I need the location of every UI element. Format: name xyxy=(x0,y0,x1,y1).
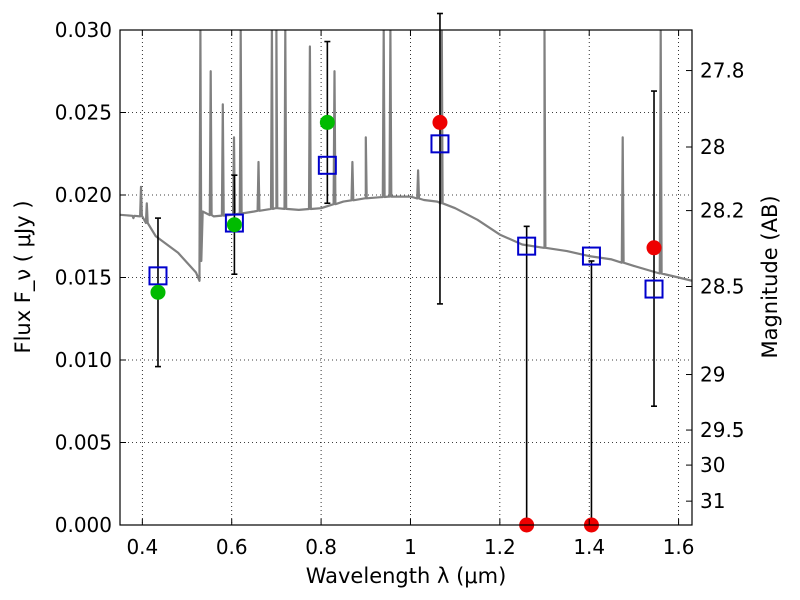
detection-point xyxy=(226,217,242,233)
x-tick-label: 1.2 xyxy=(484,535,516,559)
y-tick-label: 0.025 xyxy=(55,101,112,125)
mag-tick-label: 30 xyxy=(700,453,725,477)
y-tick-label: 0.005 xyxy=(55,431,112,455)
x-tick-label: 1.6 xyxy=(663,535,695,559)
y-tick-label: 0.030 xyxy=(55,18,112,42)
plot-area xyxy=(120,30,692,282)
error-bars xyxy=(154,12,658,526)
x-tick-label: 1.4 xyxy=(573,535,605,559)
markers xyxy=(148,114,664,533)
mag-tick-label: 31 xyxy=(700,489,725,513)
mag-tick-label: 28.5 xyxy=(700,275,745,299)
model-photometry-marker xyxy=(430,134,450,154)
plot-frame xyxy=(119,29,693,526)
detection-point xyxy=(150,284,166,300)
x-axis-label: Wavelength λ (μm) xyxy=(306,564,507,588)
non-detection-point xyxy=(432,114,448,130)
mag-tick-label: 29.5 xyxy=(700,418,745,442)
x-tick-label: 1 xyxy=(404,535,417,559)
model-photometry-marker xyxy=(644,279,664,299)
model-photometry-marker xyxy=(581,246,601,266)
x-tick-label: 0.8 xyxy=(305,535,337,559)
detection-point xyxy=(319,114,335,130)
axes: 0.4 0.6 0.8 1 1.2 1.4 1.6 0.000 0.005 0.010 0.015 0… xyxy=(55,18,745,559)
model-photometry-marker xyxy=(317,155,337,175)
mag-tick-label: 28.2 xyxy=(700,199,745,223)
y-tick-label: 0.015 xyxy=(55,266,112,290)
mag-tick-label: 27.8 xyxy=(700,59,745,83)
x-tick-label: 0.4 xyxy=(126,535,158,559)
mag-tick-label: 29 xyxy=(700,363,725,387)
x-tick-label: 0.6 xyxy=(216,535,248,559)
y-tick-label: 0.010 xyxy=(55,348,112,372)
non-detection-point xyxy=(646,240,662,256)
y-tick-label: 0.020 xyxy=(55,183,112,207)
y2-axis-label: Magnitude (AB) xyxy=(758,195,782,358)
mag-tick-label: 28 xyxy=(700,135,725,159)
model-photometry-marker xyxy=(148,266,168,286)
model-photometry-marker xyxy=(517,236,537,256)
model-spectrum-line xyxy=(120,30,692,282)
y-tick-label: 0.000 xyxy=(55,513,112,537)
grid xyxy=(120,29,692,526)
y-axis-label: Flux F_ν ( μJy ) xyxy=(11,200,36,353)
